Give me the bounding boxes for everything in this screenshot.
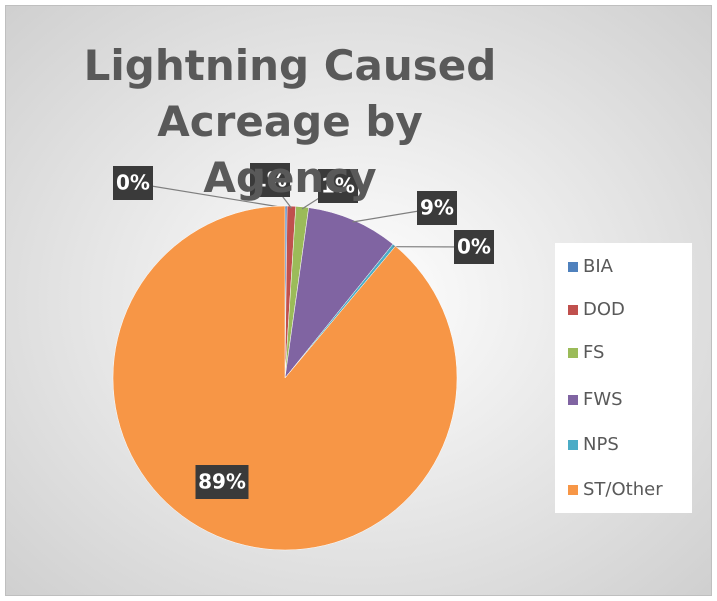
- legend-swatch: [568, 348, 578, 358]
- legend-box: [555, 243, 692, 513]
- data-label: 1%: [321, 174, 355, 198]
- data-label-box: [195, 465, 249, 499]
- legend-label: DOD: [583, 299, 625, 320]
- data-label: 1%: [253, 168, 287, 192]
- data-label-box: [318, 169, 358, 203]
- data-label: 0%: [457, 235, 491, 259]
- leader-line: [132, 182, 287, 209]
- chart-title: Lightning Caused Acreage by Agency: [83, 41, 497, 202]
- data-label-box: [113, 166, 153, 200]
- pie-slice: [284, 207, 394, 379]
- legend-label: FWS: [583, 389, 623, 410]
- legend-label: ST/Other: [583, 479, 663, 500]
- legend-swatch: [568, 440, 578, 450]
- legend-label: BIA: [583, 256, 614, 277]
- pie-slice: [112, 205, 458, 551]
- data-label-box: [417, 191, 457, 225]
- legend-swatch: [568, 305, 578, 315]
- data-label: 0%: [116, 171, 150, 195]
- legend-swatch: [568, 485, 578, 495]
- data-label-box: [454, 230, 494, 264]
- data-label-box: [250, 163, 290, 197]
- legend-swatch: [568, 262, 578, 272]
- data-label: 89%: [198, 470, 246, 494]
- legend-label: NPS: [583, 434, 619, 455]
- legend-label: FS: [583, 342, 604, 363]
- data-label: 9%: [420, 196, 454, 220]
- legend-swatch: [568, 395, 578, 405]
